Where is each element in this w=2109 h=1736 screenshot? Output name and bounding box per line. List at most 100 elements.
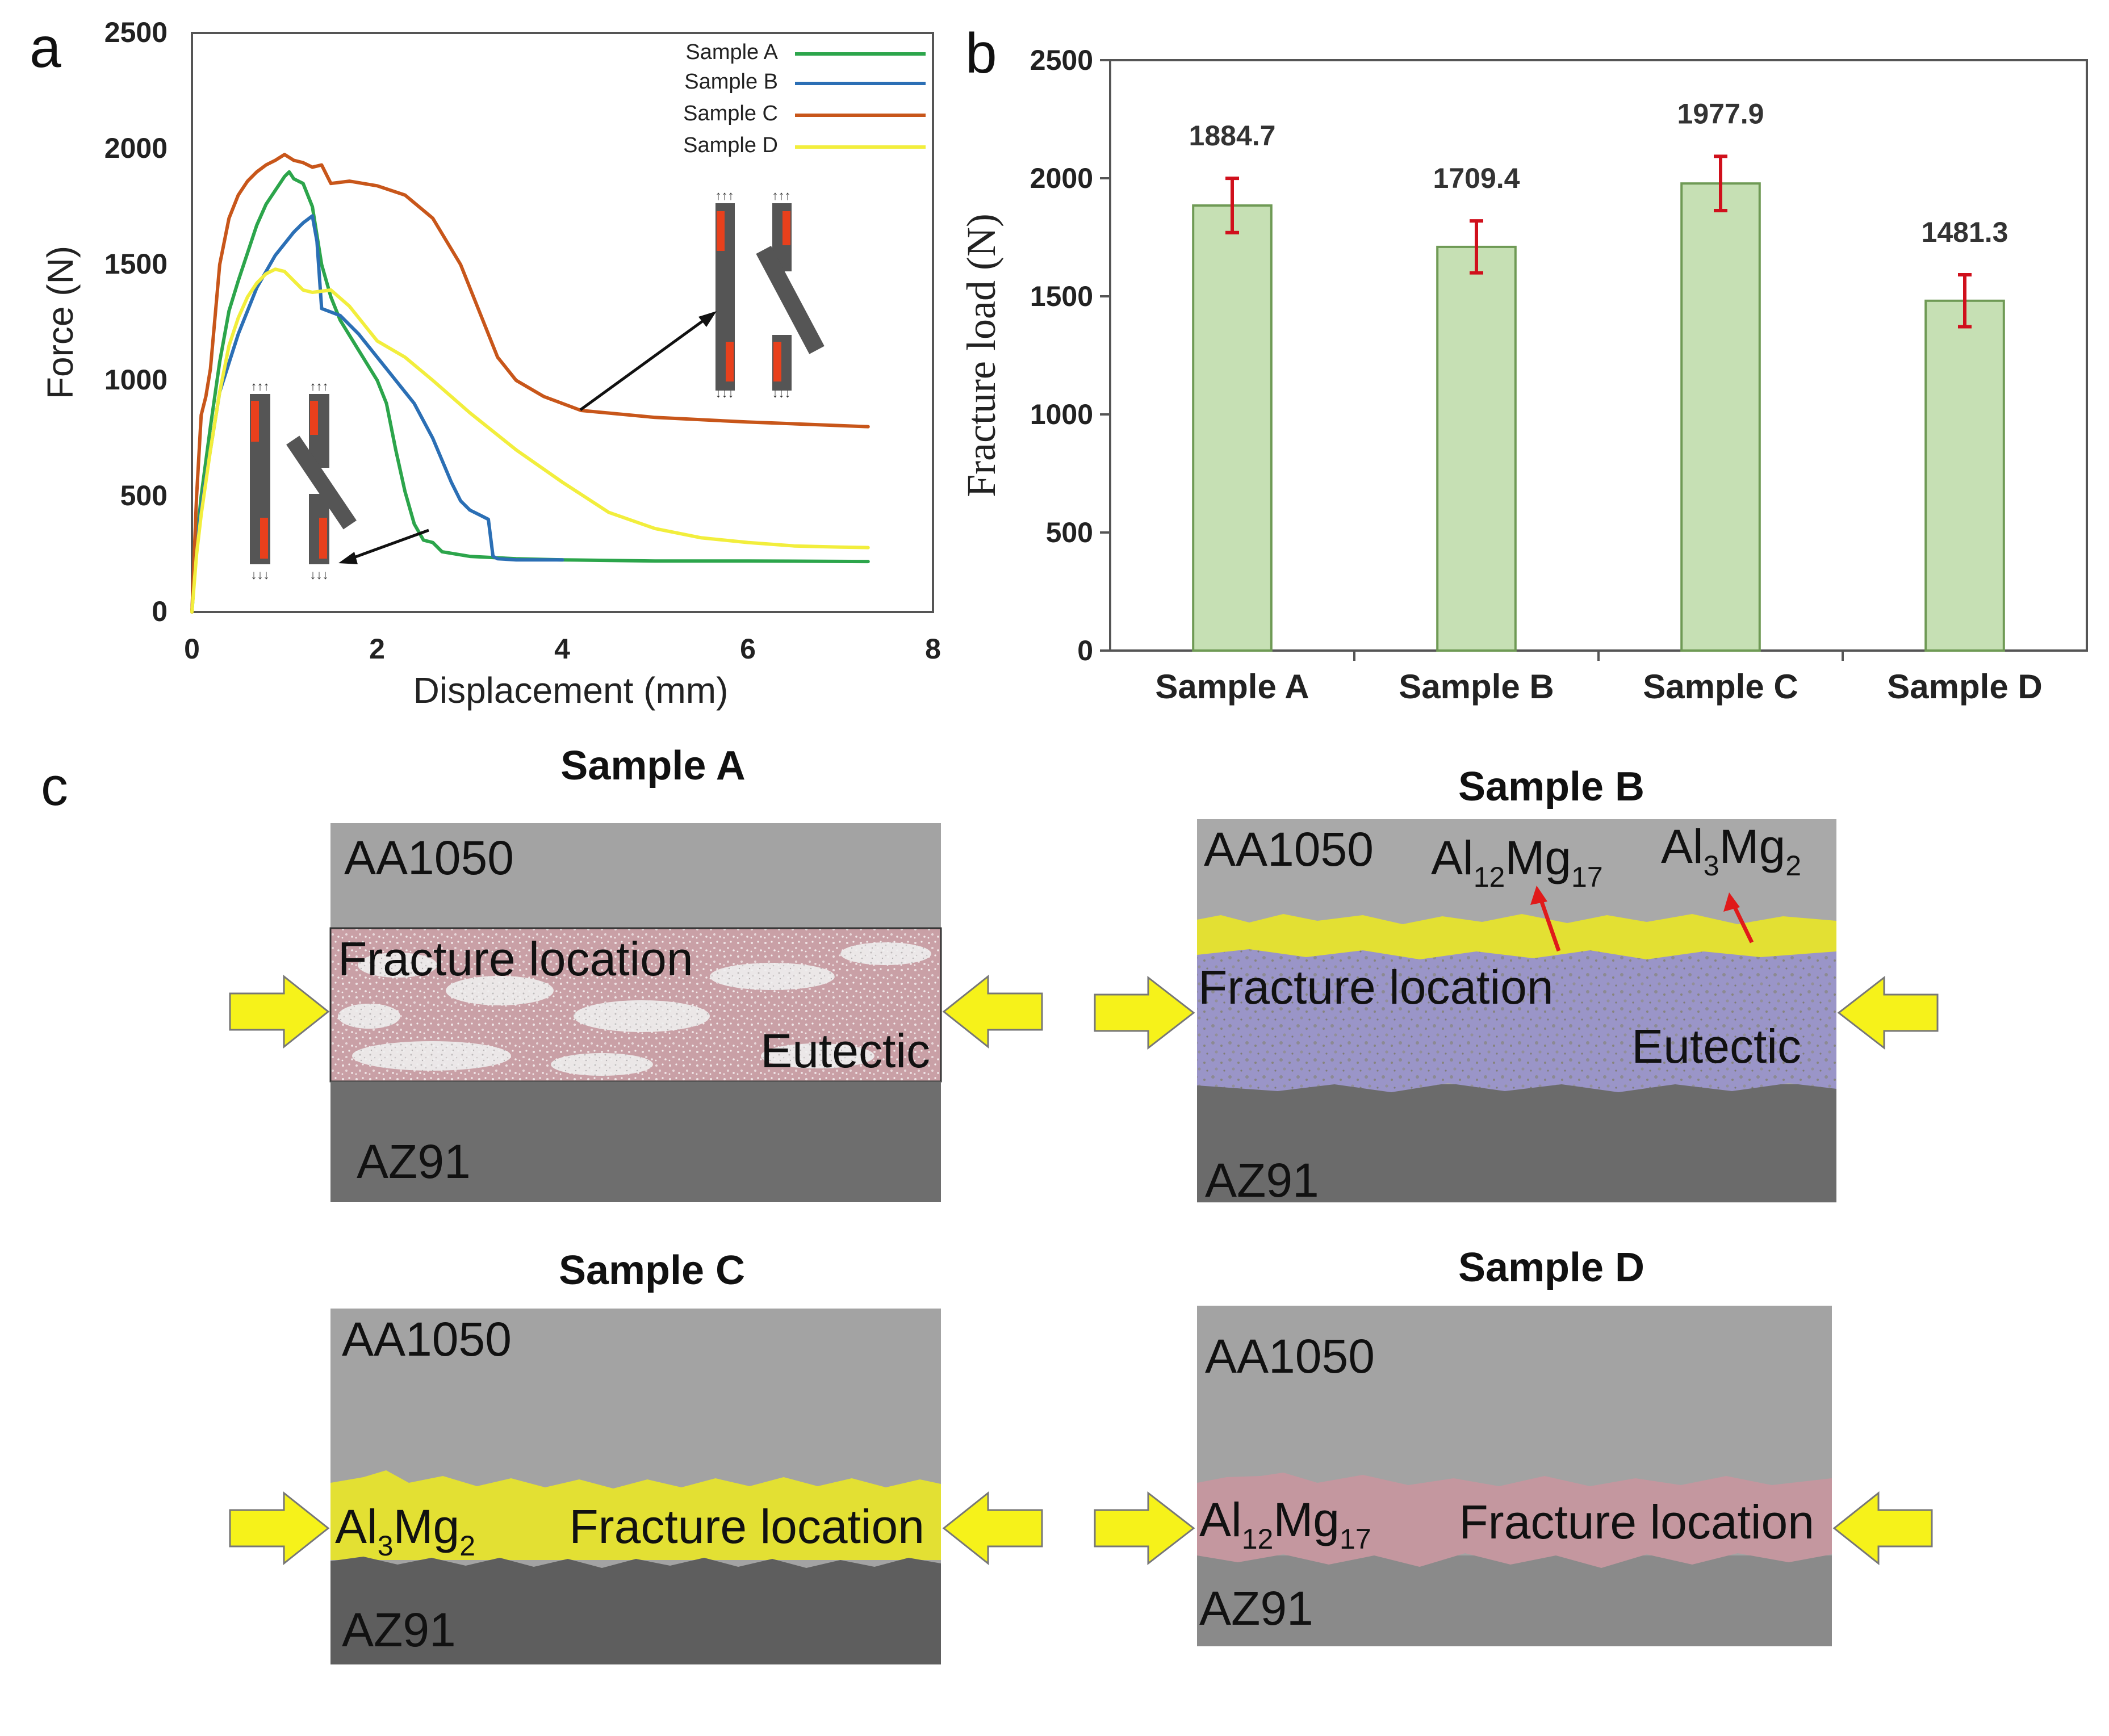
layer-al3mg2 bbox=[330, 1470, 941, 1560]
annotation-arrow-c bbox=[579, 316, 708, 412]
diagram-sample-c: Sample C AA1050 Al3Mg2 Fracture location… bbox=[229, 1248, 1043, 1664]
label-phase-al12mg17: Al12Mg17 bbox=[1199, 1493, 1371, 1555]
diagram-sample-d: Sample D AA1050 Al12Mg17 Fracture locati… bbox=[1094, 1245, 1933, 1646]
x-tick-a: 6 bbox=[740, 633, 756, 665]
svg-text:↑↑↑: ↑↑↑ bbox=[251, 379, 270, 393]
label-top-alloy: AA1050 bbox=[1204, 823, 1374, 876]
layer-az91 bbox=[330, 1557, 941, 1664]
bars-b: 1884.7 Sample A 1709.4 Sample B 1977.9 Sample… bbox=[1155, 98, 2042, 706]
y-axis-label-a: Force (N) bbox=[40, 246, 81, 399]
load-arrow-left-icon bbox=[942, 974, 1043, 1049]
svg-text:↑↑↑: ↑↑↑ bbox=[772, 188, 791, 203]
label-phase-al12mg17: Al12Mg17 bbox=[1431, 831, 1603, 893]
x-tick-a: 8 bbox=[925, 633, 941, 665]
svg-text:↓↓↓: ↓↓↓ bbox=[715, 386, 734, 400]
y-tick-a: 1500 bbox=[104, 248, 168, 280]
diagram-sample-b: Sample B AA1050 Al12Mg17 Al3Mg2 Fracture… bbox=[1094, 764, 1939, 1207]
pointer-arrow-icon bbox=[1731, 903, 1754, 944]
diagram-title: Sample D bbox=[1458, 1245, 1644, 1290]
y-tick-label-b: 0 bbox=[1077, 635, 1093, 666]
series-line-sample-c bbox=[190, 153, 870, 614]
diagram-title: Sample C bbox=[559, 1248, 745, 1293]
load-arrow-left-icon bbox=[1832, 1491, 1933, 1566]
bar-value-label: 1884.7 bbox=[1189, 120, 1276, 152]
x-category-label-b: Sample B bbox=[1399, 668, 1554, 706]
layer-yellow-intermetallic bbox=[1197, 914, 1836, 959]
x-category-label-b: Sample C bbox=[1643, 668, 1798, 706]
label-fracture: Fracture location bbox=[338, 932, 693, 986]
eutectic-white-islands bbox=[338, 942, 931, 1076]
diagram-sample-a: Sample A AA1050 Fracture location Eutect… bbox=[229, 743, 1043, 1202]
series-line-sample-d bbox=[190, 267, 870, 614]
x-tick-a: 0 bbox=[184, 633, 200, 665]
layer-eutectic bbox=[1197, 949, 1836, 1092]
diagram-title: Sample A bbox=[560, 743, 745, 789]
y-tick-labels-b: 0 500 1000 1500 2000 2500 bbox=[1030, 44, 1110, 666]
y-tick-a: 500 bbox=[120, 480, 168, 511]
panel-label-b: b bbox=[965, 22, 997, 85]
panel-label-c: c bbox=[41, 756, 68, 817]
specimen-sketch-intact-a: ↑↑↑ ↓↓↓ bbox=[250, 379, 270, 582]
y-tick-a: 0 bbox=[152, 596, 168, 627]
bar-value-label: 1481.3 bbox=[1922, 216, 2008, 248]
x-tick-a: 4 bbox=[554, 633, 570, 665]
layer-az91 bbox=[330, 1081, 941, 1202]
x-category-label-b: Sample D bbox=[1887, 668, 2042, 706]
y-tick-label-b: 2000 bbox=[1030, 162, 1093, 194]
label-top-alloy: AA1050 bbox=[344, 831, 514, 884]
x-axis-label-a: Displacement (mm) bbox=[413, 670, 729, 711]
legend-label: Sample B bbox=[684, 70, 778, 94]
layer-az91 bbox=[1197, 1084, 1836, 1202]
annotation-arrow-a bbox=[349, 529, 429, 561]
pointer-arrowhead-icon bbox=[1723, 892, 1740, 912]
arrowhead-icon bbox=[338, 552, 358, 564]
y-tick-label-b: 1500 bbox=[1030, 280, 1093, 312]
layer-az91 bbox=[1197, 1555, 1832, 1646]
label-fracture: Fracture location bbox=[569, 1500, 924, 1553]
load-arrow-right-icon bbox=[229, 1491, 330, 1566]
pointer-arrow-icon bbox=[1538, 896, 1561, 952]
diagram-title: Sample B bbox=[1458, 764, 1644, 810]
load-arrow-right-icon bbox=[229, 974, 330, 1049]
label-fracture: Fracture location bbox=[1198, 961, 1554, 1014]
label-fracture: Fracture location bbox=[1459, 1495, 1814, 1549]
panel-label-a: a bbox=[30, 16, 61, 79]
y-tick-label-b: 1000 bbox=[1030, 399, 1093, 430]
series-lines-a bbox=[190, 153, 870, 614]
bar-value-label: 1977.9 bbox=[1677, 98, 1764, 129]
y-tick-a: 1000 bbox=[104, 364, 168, 396]
legend-a: Sample A Sample B Sample C Sample D bbox=[683, 40, 926, 157]
layer-aa1050 bbox=[330, 823, 941, 928]
x-tick-labels-a: 0 2 4 6 8 bbox=[184, 633, 941, 665]
label-phase: Eutectic bbox=[760, 1024, 930, 1077]
y-axis-label-b: Fracture load (N) bbox=[959, 213, 1004, 497]
label-bottom-alloy: AZ91 bbox=[357, 1135, 471, 1188]
svg-text:↑↑↑: ↑↑↑ bbox=[715, 188, 734, 203]
bar-sample-b bbox=[1436, 245, 1517, 652]
svg-text:↓↓↓: ↓↓↓ bbox=[772, 386, 791, 400]
series-line-sample-a bbox=[190, 170, 870, 614]
chart-b: Fracture load (N) 0 500 1000 1500 2000 2500 1… bbox=[959, 44, 2088, 706]
legend-label: Sample C bbox=[683, 102, 778, 125]
series-line-sample-b bbox=[190, 214, 564, 614]
bar-sample-c bbox=[1680, 182, 1761, 652]
label-bottom-alloy: AZ91 bbox=[342, 1603, 456, 1657]
label-phase: Eutectic bbox=[1631, 1020, 1801, 1073]
load-arrow-left-icon bbox=[942, 1491, 1043, 1566]
y-tick-a: 2000 bbox=[104, 132, 168, 164]
bar-sample-a bbox=[1192, 204, 1273, 652]
legend-label: Sample A bbox=[685, 40, 778, 64]
label-top-alloy: AA1050 bbox=[1205, 1330, 1375, 1383]
layer-al12mg17 bbox=[1197, 1473, 1832, 1568]
y-tick-labels-a: 0 500 1000 1500 2000 2500 bbox=[104, 16, 168, 627]
plot-frame-a bbox=[191, 32, 934, 613]
pointer-arrowhead-icon bbox=[1530, 886, 1547, 905]
bar-sample-d bbox=[1924, 299, 2005, 652]
specimen-sketch-broken-a: ↑↑↑ ↓↓↓ bbox=[286, 379, 357, 582]
svg-text:↓↓↓: ↓↓↓ bbox=[251, 568, 270, 582]
load-arrow-left-icon bbox=[1837, 975, 1939, 1050]
svg-text:↑↑↑: ↑↑↑ bbox=[310, 379, 329, 393]
label-bottom-alloy: AZ91 bbox=[1199, 1582, 1313, 1635]
y-tick-a: 2500 bbox=[104, 16, 168, 48]
